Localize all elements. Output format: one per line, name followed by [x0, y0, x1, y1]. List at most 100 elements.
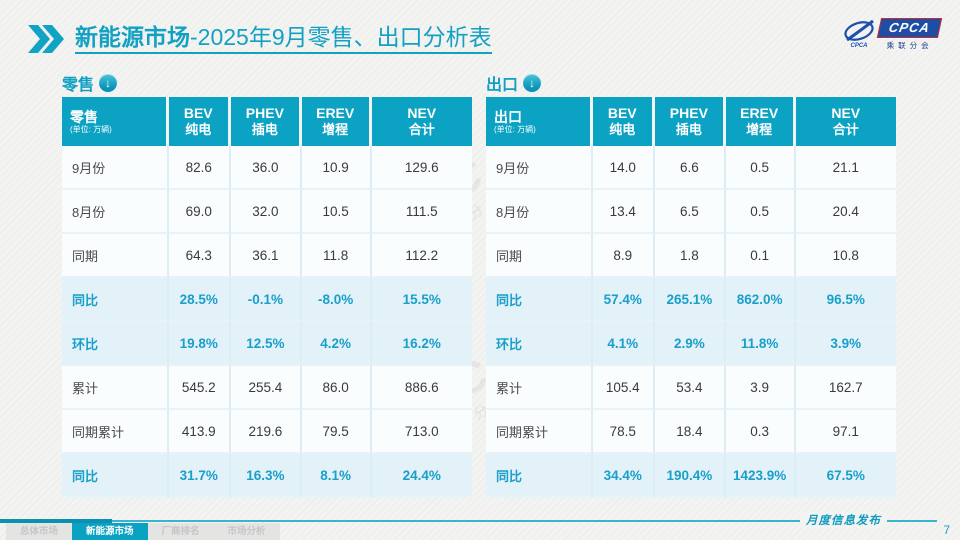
- column-header-nev: NEV 合计: [795, 97, 896, 146]
- table-header-row: 零售 (单位: 万辆) BEV 纯电 PHEV 插电 EREV 增程 NEV 合计: [62, 97, 472, 146]
- cell-value: 862.0%: [725, 278, 796, 322]
- retail-section: 零售 ↓ 零售 (单位: 万辆) BEV 纯电 PHEV 插电 EREV 增程 NEV 合计 …: [62, 71, 472, 498]
- row-label: 8月份: [486, 190, 593, 234]
- cell-value: 3.9: [725, 366, 796, 410]
- cell-value: 545.2: [168, 366, 231, 410]
- cell-value: 14.0: [592, 146, 655, 190]
- cell-value: 13.4: [592, 190, 655, 234]
- down-arrow-icon: ↓: [523, 74, 542, 92]
- cell-value: 12.5%: [230, 322, 302, 366]
- cell-value: 34.4%: [592, 454, 655, 498]
- cell-value: 0.5: [725, 146, 796, 190]
- cell-value: 886.6: [371, 366, 472, 410]
- row-label: 9月份: [62, 146, 169, 190]
- title-rest: -2025年9月零售、出口分析表: [190, 24, 492, 50]
- table-row: 同期 8.9 1.8 0.1 10.8: [486, 234, 896, 278]
- cpca-swoosh-icon: CPCA: [844, 19, 875, 48]
- cell-value: 69.0: [168, 190, 231, 234]
- cell-value: 21.1: [795, 146, 896, 190]
- cell-value: 20.4: [795, 190, 896, 234]
- cell-value: 105.4: [592, 366, 655, 410]
- cell-value: 0.3: [725, 410, 796, 454]
- cell-value: 16.2%: [371, 322, 472, 366]
- column-header-bev: BEV 纯电: [592, 97, 655, 146]
- table-row: 同比 34.4% 190.4% 1423.9% 67.5%: [486, 454, 896, 498]
- column-header-erev: EREV 增程: [301, 97, 372, 146]
- table-row: 同比 28.5% -0.1% -8.0% 15.5%: [62, 278, 472, 322]
- cpca-wordmark: CPCA: [877, 18, 943, 38]
- table-row: 累计 105.4 53.4 3.9 162.7: [486, 366, 896, 410]
- table-row: 9月份 14.0 6.6 0.5 21.1: [486, 146, 896, 190]
- row-label: 累计: [486, 366, 593, 410]
- cell-value: 86.0: [301, 366, 372, 410]
- row-label: 累计: [62, 366, 169, 410]
- cell-value: 11.8%: [725, 322, 796, 366]
- row-label: 同期累计: [62, 410, 169, 454]
- cell-value: 219.6: [230, 410, 302, 454]
- slide-header: 新能源市场-2025年9月零售、出口分析表: [28, 24, 492, 55]
- table-row: 环比 4.1% 2.9% 11.8% 3.9%: [486, 322, 896, 366]
- cell-value: 4.2%: [301, 322, 372, 366]
- cell-value: -0.1%: [230, 278, 302, 322]
- footer-divider-accent: [0, 519, 112, 523]
- table-header-row: 出口 (单位: 万辆) BEV 纯电 PHEV 插电 EREV 增程 NEV 合计: [486, 97, 896, 146]
- double-chevron-icon: [28, 25, 64, 54]
- row-label: 9月份: [486, 146, 593, 190]
- table-body: 9月份 82.6 36.0 10.9 129.6 8月份 69.0 32.0 10.5 111.5…: [62, 146, 472, 498]
- column-header-bev: BEV 纯电: [168, 97, 231, 146]
- cell-value: 57.4%: [592, 278, 655, 322]
- cpca-subtext: 乘联分会: [886, 41, 933, 50]
- row-label: 同比: [62, 454, 169, 498]
- cell-value: 10.5: [301, 190, 372, 234]
- cell-value: 28.5%: [168, 278, 231, 322]
- column-header-phev: PHEV 插电: [230, 97, 302, 146]
- down-arrow-icon: ↓: [99, 74, 118, 92]
- nav-tab[interactable]: 总体市场: [6, 523, 73, 540]
- cell-value: 265.1%: [654, 278, 726, 322]
- export-section-header: 出口 ↓: [486, 71, 896, 95]
- tables-container: 零售 ↓ 零售 (单位: 万辆) BEV 纯电 PHEV 插电 EREV 增程 NEV 合计 …: [62, 71, 896, 498]
- row-label: 8月份: [62, 190, 169, 234]
- row-label: 同比: [62, 278, 169, 322]
- row-label: 环比: [62, 322, 169, 366]
- column-header-phev: PHEV 插电: [654, 97, 726, 146]
- cpca-logo: CPCA CPCA 乘联分会: [842, 18, 943, 51]
- table-row: 累计 545.2 255.4 86.0 886.6: [62, 366, 472, 410]
- row-label: 同比: [486, 454, 593, 498]
- table-row: 8月份 13.4 6.5 0.5 20.4: [486, 190, 896, 234]
- cell-value: 2.9%: [654, 322, 726, 366]
- cell-value: 6.5: [654, 190, 726, 234]
- cell-value: 10.9: [301, 146, 372, 190]
- export-table: 出口 (单位: 万辆) BEV 纯电 PHEV 插电 EREV 增程 NEV 合计 9月份 14…: [486, 97, 896, 498]
- cpca-wordmark-group: CPCA 乘联分会: [877, 18, 943, 51]
- nav-tab[interactable]: 市场分析: [213, 523, 280, 540]
- release-label: 月度信息发布: [800, 512, 887, 528]
- table-row: 同比 57.4% 265.1% 862.0% 96.5%: [486, 278, 896, 322]
- nav-tab[interactable]: 厂商排名: [147, 523, 214, 540]
- cell-value: 8.1%: [301, 454, 372, 498]
- cell-value: 713.0: [371, 410, 472, 454]
- cell-value: 18.4: [654, 410, 726, 454]
- table-unit-label: (单位: 万辆): [494, 124, 536, 134]
- footer-divider: [0, 520, 937, 522]
- cell-value: 0.1: [725, 234, 796, 278]
- title-emphasis: 新能源市场: [75, 24, 190, 50]
- table-row: 同期累计 413.9 219.6 79.5 713.0: [62, 410, 472, 454]
- cell-value: 32.0: [230, 190, 302, 234]
- page-number: 7: [943, 523, 950, 537]
- cell-value: 53.4: [654, 366, 726, 410]
- cell-value: -8.0%: [301, 278, 372, 322]
- cell-value: 1.8: [654, 234, 726, 278]
- nav-tab[interactable]: 新能源市场: [72, 523, 148, 540]
- cell-value: 64.3: [168, 234, 231, 278]
- cell-value: 67.5%: [795, 454, 896, 498]
- table-title-cell: 出口 (单位: 万辆): [486, 97, 593, 146]
- cell-value: 15.5%: [371, 278, 472, 322]
- row-label: 同期: [62, 234, 169, 278]
- table-title-cell: 零售 (单位: 万辆): [62, 97, 169, 146]
- table-row: 同期累计 78.5 18.4 0.3 97.1: [486, 410, 896, 454]
- table-row: 同期 64.3 36.1 11.8 112.2: [62, 234, 472, 278]
- retail-table: 零售 (单位: 万辆) BEV 纯电 PHEV 插电 EREV 增程 NEV 合计 9月份 82…: [62, 97, 472, 498]
- export-section: 出口 ↓ 出口 (单位: 万辆) BEV 纯电 PHEV 插电 EREV 增程 NEV 合计 …: [486, 71, 896, 498]
- row-label: 环比: [486, 322, 593, 366]
